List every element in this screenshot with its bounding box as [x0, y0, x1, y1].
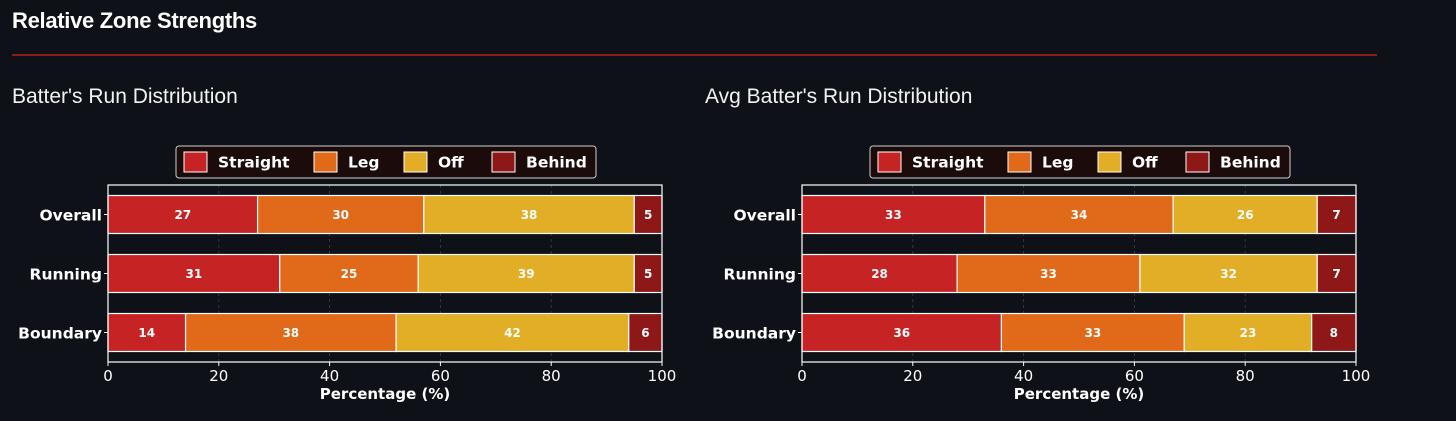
bar-label-boundary-leg: 33 — [1084, 326, 1101, 340]
bar-running-leg — [279, 253, 419, 294]
bar-overall-straight — [107, 194, 259, 235]
bar-running-behind — [1316, 253, 1357, 294]
batter-run-distribution-chart: 27 30 38 5 Overall 31 25 39 5 Running 14 38 42 6 Bound… — [18, 145, 677, 403]
bar-label-running-straight: 31 — [186, 267, 203, 281]
bar-label-overall-behind: 5 — [644, 208, 652, 222]
x-tick-label-40: 40 — [320, 367, 339, 385]
bar-boundary-straight — [801, 312, 1003, 353]
bar-boundary-leg — [184, 312, 397, 353]
bar-label-running-off: 32 — [1220, 267, 1237, 281]
x-axis-label: Percentage (%) — [320, 385, 450, 403]
x-tick-label-60: 60 — [431, 367, 450, 385]
bar-overall-off — [423, 194, 635, 235]
x-tick-label-0: 0 — [103, 367, 113, 385]
bar-label-boundary-leg: 38 — [282, 326, 299, 340]
bar-label-running-leg: 25 — [341, 267, 358, 281]
y-tick-label-overall: Overall — [39, 207, 102, 225]
title-divider — [12, 54, 1377, 56]
legend-label-off: Off — [1132, 154, 1158, 172]
legend-box — [869, 145, 1291, 179]
bar-label-overall-leg: 30 — [332, 208, 349, 222]
bar-boundary-straight — [107, 312, 187, 353]
bar-label-running-behind: 5 — [644, 267, 652, 281]
bar-label-overall-behind: 7 — [1332, 208, 1340, 222]
bar-overall-behind — [1316, 194, 1357, 235]
legend-label-off: Off — [438, 154, 464, 172]
plot-frame — [801, 184, 1357, 363]
legend-label-behind: Behind — [526, 154, 587, 172]
bar-label-boundary-behind: 6 — [641, 326, 649, 340]
bar-label-overall-straight: 27 — [174, 208, 191, 222]
legend-swatch-off — [1097, 151, 1122, 173]
bar-label-overall-leg: 34 — [1071, 208, 1088, 222]
legend-label-leg: Leg — [1042, 154, 1073, 172]
bar-overall-off — [1172, 194, 1318, 235]
x-tick-label-100: 100 — [648, 367, 677, 385]
bar-label-boundary-behind: 8 — [1330, 326, 1338, 340]
bar-label-boundary-straight: 36 — [893, 326, 910, 340]
legend-swatch-off — [403, 151, 428, 173]
x-tick-label-40: 40 — [1014, 367, 1033, 385]
bar-boundary-off — [395, 312, 630, 353]
avg-batter-run-distribution-chart: 33 34 26 7 Overall 28 33 32 7 Running 36 33 23 8 Bound… — [712, 145, 1371, 403]
plot-frame — [107, 184, 663, 363]
legend-swatch-leg — [313, 151, 338, 173]
bar-boundary-off — [1183, 312, 1313, 353]
x-tick-label-100: 100 — [1342, 367, 1371, 385]
legend-swatch-straight — [877, 151, 902, 173]
legend-label-behind: Behind — [1220, 154, 1281, 172]
bar-label-boundary-straight: 14 — [138, 326, 155, 340]
chart-title-avg-batter: Avg Batter's Run Distribution — [705, 85, 973, 108]
bar-label-overall-straight: 33 — [885, 208, 902, 222]
bar-label-overall-off: 26 — [1237, 208, 1254, 222]
legend-swatch-behind — [491, 151, 516, 173]
x-tick-label-0: 0 — [797, 367, 807, 385]
x-tick-label-60: 60 — [1125, 367, 1144, 385]
bar-label-boundary-off: 42 — [504, 326, 521, 340]
legend-swatch-behind — [1185, 151, 1210, 173]
legend-swatch-leg — [1007, 151, 1032, 173]
legend-box — [175, 145, 597, 179]
legend-label-straight: Straight — [218, 154, 290, 172]
legend-label-straight: Straight — [912, 154, 984, 172]
legend-label-leg: Leg — [348, 154, 379, 172]
x-axis-label: Percentage (%) — [1014, 385, 1144, 403]
bar-overall-leg — [256, 194, 425, 235]
y-tick-label-boundary: Boundary — [18, 325, 102, 343]
x-tick-label-20: 20 — [903, 367, 922, 385]
x-tick-label-20: 20 — [209, 367, 228, 385]
y-tick-label-running: Running — [30, 266, 102, 284]
bar-boundary-leg — [1000, 312, 1185, 353]
y-tick-label-overall: Overall — [733, 207, 796, 225]
bar-label-boundary-off: 23 — [1240, 326, 1257, 340]
bar-overall-leg — [984, 194, 1174, 235]
x-tick-label-80: 80 — [1236, 367, 1255, 385]
bar-running-off — [1139, 253, 1318, 294]
bar-label-running-leg: 33 — [1040, 267, 1057, 281]
bar-running-leg — [956, 253, 1141, 294]
y-tick-label-running: Running — [724, 266, 796, 284]
x-tick-label-80: 80 — [542, 367, 561, 385]
page-title: Relative Zone Strengths — [12, 8, 257, 33]
bar-boundary-behind — [628, 312, 663, 353]
bar-label-overall-off: 38 — [521, 208, 538, 222]
bar-running-straight — [801, 253, 958, 294]
bar-label-running-behind: 7 — [1332, 267, 1340, 281]
y-tick-label-boundary: Boundary — [712, 325, 796, 343]
chart-title-batter: Batter's Run Distribution — [12, 85, 238, 108]
bar-label-running-off: 39 — [518, 267, 535, 281]
bar-label-running-straight: 28 — [871, 267, 888, 281]
legend-swatch-straight — [183, 151, 208, 173]
